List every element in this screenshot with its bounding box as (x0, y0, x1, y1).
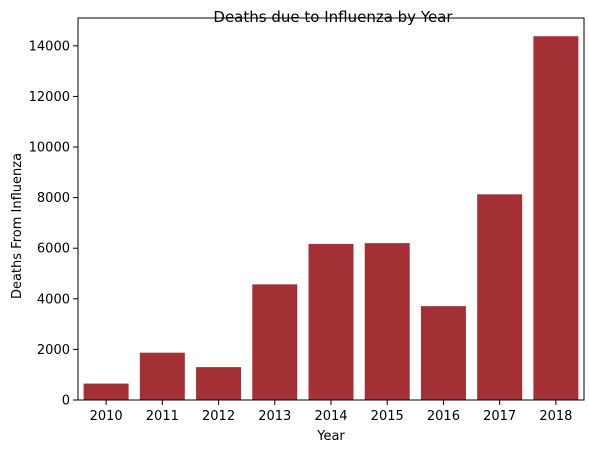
y-tick-label-4000: 4000 (37, 292, 70, 307)
bar-2013 (252, 284, 297, 400)
x-tick-label-2011: 2011 (146, 409, 179, 424)
y-tick-label-8000: 8000 (37, 191, 70, 206)
y-axis-title: Deaths From Influenza (10, 153, 25, 299)
y-axis-ticks: 0 2000 4000 6000 8000 10000 12000 14000 (29, 39, 78, 408)
x-tick-label-2018: 2018 (539, 409, 572, 424)
bar-2015 (365, 243, 410, 400)
bar-2012 (196, 367, 241, 400)
y-tick-label-0: 0 (62, 394, 70, 409)
bar-2010 (84, 384, 129, 400)
x-axis-title: Year (316, 429, 345, 444)
x-tick-label-2015: 2015 (371, 409, 404, 424)
x-tick-label-2016: 2016 (427, 409, 460, 424)
y-tick-label-6000: 6000 (37, 242, 70, 257)
bar-2018 (533, 36, 578, 400)
x-tick-label-2013: 2013 (258, 409, 291, 424)
x-tick-label-2017: 2017 (483, 409, 516, 424)
y-tick-label-2000: 2000 (37, 343, 70, 358)
x-tick-label-2012: 2012 (202, 409, 235, 424)
bar-2017 (477, 194, 522, 400)
bar-2011 (140, 353, 185, 400)
x-tick-label-2014: 2014 (314, 409, 347, 424)
bar-2014 (309, 244, 354, 400)
y-tick-label-14000: 14000 (29, 39, 70, 54)
y-tick-label-12000: 12000 (29, 90, 70, 105)
y-tick-label-10000: 10000 (29, 141, 70, 156)
chart-title: Deaths due to Influenza by Year (213, 8, 453, 26)
x-axis-ticks: 2010 2011 2012 2013 2014 2015 2016 2017 2018 (90, 400, 573, 424)
bars-layer (84, 36, 579, 400)
x-tick-label-2010: 2010 (90, 409, 123, 424)
bar-2016 (421, 306, 466, 400)
